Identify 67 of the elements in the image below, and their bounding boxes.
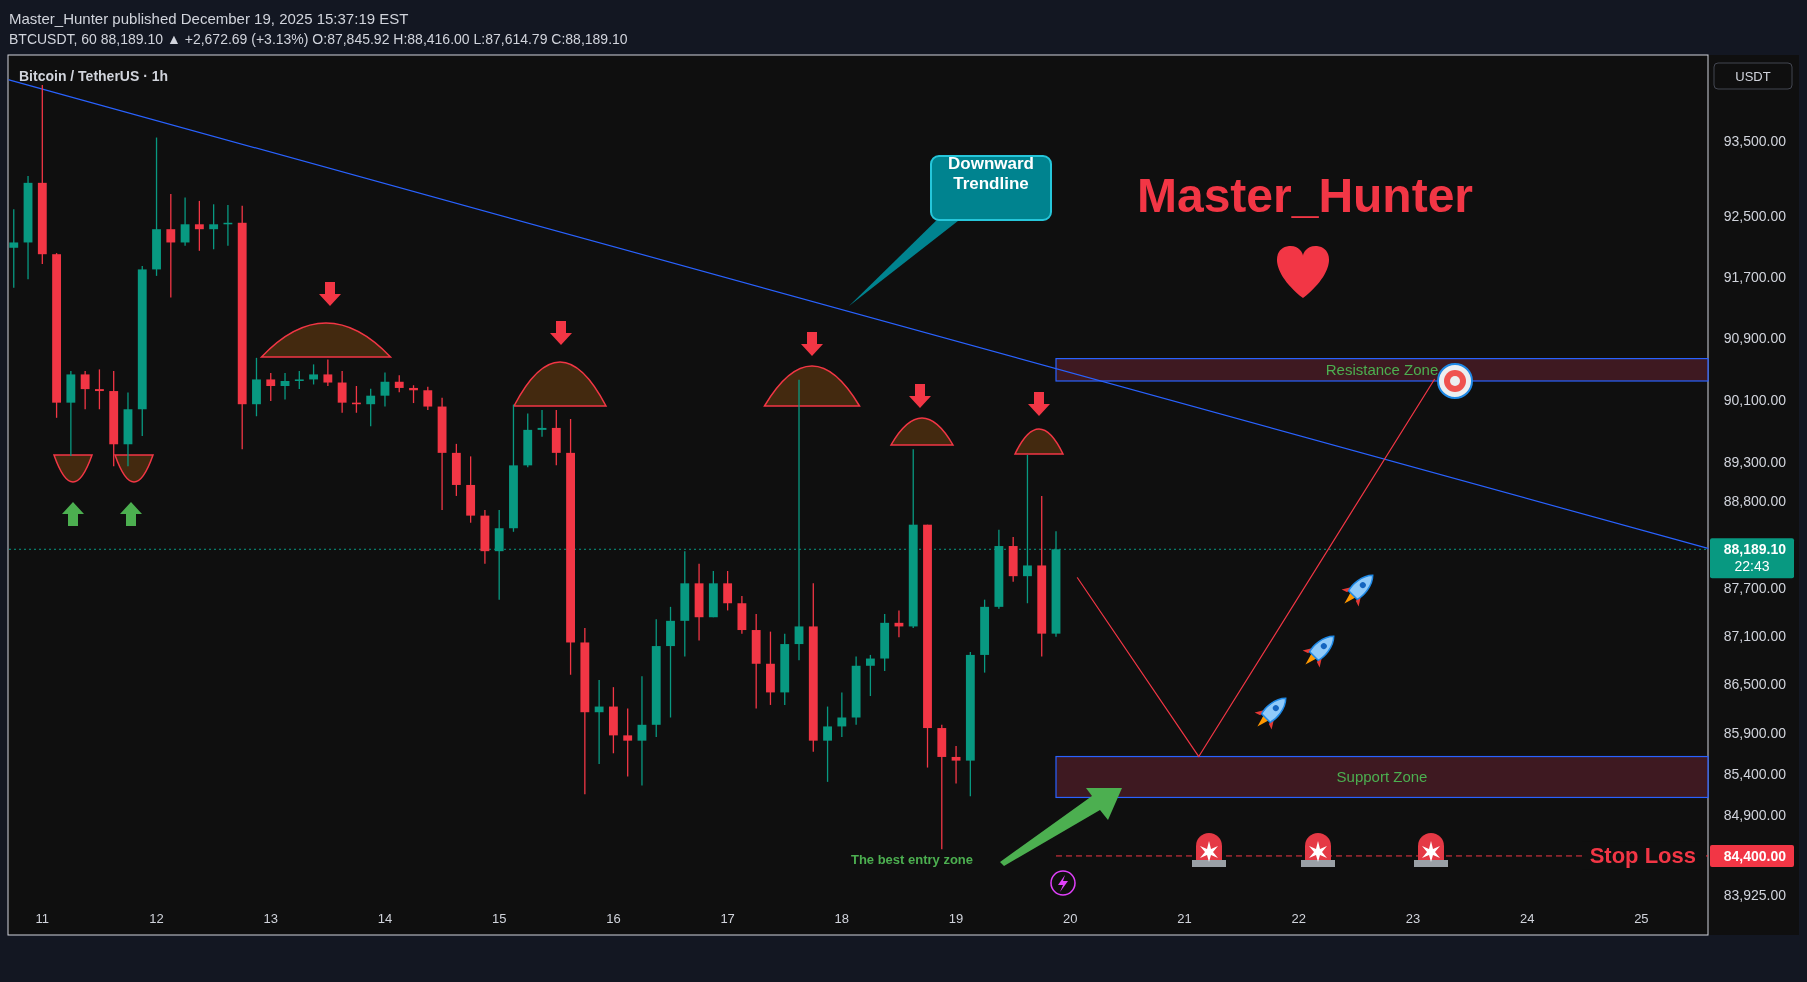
text: Bitcoin / TetherUS · 1h bbox=[19, 68, 169, 84]
candlestick bbox=[266, 372, 276, 402]
x-tick-label: 21 bbox=[1177, 911, 1192, 926]
x-tick-label: 24 bbox=[1519, 911, 1535, 926]
candlestick bbox=[623, 707, 633, 778]
annotation: Downward Trendline bbox=[948, 154, 1034, 193]
y-tick-label: 86,500.00 bbox=[1723, 676, 1787, 693]
y-tick-label: 85,900.00 bbox=[1723, 724, 1787, 741]
chart-subtitle: BTCUSDT, 60 88,189.10 ▲ +2,672.69 (+3.13%) O:87,845.92 H:88,416.00 L:87,614.79 C:88,189.10 bbox=[9, 31, 628, 47]
x-tick-label: 18 bbox=[834, 911, 850, 926]
y-tick-label: 83,925.00 bbox=[1723, 887, 1787, 904]
annotation: The best entry zone bbox=[850, 852, 974, 867]
candlestick bbox=[294, 370, 304, 390]
candlestick bbox=[380, 371, 390, 408]
text: 22:43 bbox=[1734, 558, 1770, 574]
candlestick bbox=[723, 570, 733, 612]
x-tick-label: 20 bbox=[1063, 911, 1078, 926]
x-tick-label: 15 bbox=[491, 911, 507, 926]
candlestick bbox=[366, 388, 376, 428]
candlestick bbox=[337, 370, 347, 414]
y-tick-label: 90,100.00 bbox=[1723, 391, 1787, 408]
x-tick-label: 12 bbox=[149, 911, 164, 926]
candlestick bbox=[180, 196, 190, 247]
y-tick-label: 87,700.00 bbox=[1723, 580, 1787, 597]
candlestick bbox=[80, 370, 90, 410]
candlestick bbox=[166, 193, 176, 299]
x-tick-label: 14 bbox=[377, 911, 393, 926]
y-tick-label: 84,900.00 bbox=[1723, 806, 1787, 823]
candlestick bbox=[209, 203, 219, 250]
ref-line-label: Stop Loss bbox=[1589, 842, 1696, 868]
candlestick bbox=[194, 200, 204, 252]
y-tick-label: 92,500.00 bbox=[1723, 207, 1787, 224]
x-tick-label: 16 bbox=[606, 911, 621, 926]
candlestick bbox=[951, 745, 961, 785]
y-tick-label: 91,700.00 bbox=[1723, 268, 1787, 285]
y-tick-label: 90,900.00 bbox=[1723, 329, 1787, 346]
text: Master_Hunter published December 19, 2025 15:37:19 EST bbox=[9, 10, 409, 27]
candlestick bbox=[323, 358, 333, 387]
y-tick-label: 88,189.10 bbox=[1723, 541, 1787, 558]
candlestick bbox=[594, 679, 604, 765]
x-tick-label: 13 bbox=[263, 911, 278, 926]
x-tick-label: 22 bbox=[1291, 911, 1306, 926]
candlestick bbox=[865, 654, 875, 697]
candlestick bbox=[9, 208, 19, 289]
candlestick bbox=[823, 705, 832, 783]
candlestick bbox=[637, 675, 647, 787]
candlestick bbox=[309, 363, 319, 386]
y-tick-label: 84,400.00 bbox=[1723, 847, 1787, 864]
annotation: Master_Hunter bbox=[1136, 169, 1474, 222]
band-label: Support Zone bbox=[1336, 768, 1428, 785]
band-label: Resistance Zone bbox=[1325, 360, 1439, 378]
x-tick-label: 25 bbox=[1634, 911, 1649, 926]
x-tick-label: 17 bbox=[720, 911, 735, 926]
y-tick-label: 85,400.00 bbox=[1723, 765, 1787, 782]
y-axis-title: USDT bbox=[1735, 69, 1771, 84]
x-tick-label: 23 bbox=[1405, 911, 1421, 926]
y-tick-label: 89,300.00 bbox=[1723, 453, 1787, 470]
y-tick-label: 88,800.00 bbox=[1723, 493, 1787, 510]
x-tick-label: 19 bbox=[948, 911, 964, 926]
candlestick bbox=[423, 386, 433, 411]
y-tick-label: 93,500.00 bbox=[1723, 132, 1787, 149]
y-tick-label: 87,100.00 bbox=[1723, 628, 1787, 645]
x-tick-label: 11 bbox=[35, 911, 50, 926]
candlestick bbox=[280, 372, 290, 401]
candlestick bbox=[95, 368, 104, 410]
candlestick bbox=[537, 409, 547, 438]
candlestick bbox=[837, 691, 847, 738]
